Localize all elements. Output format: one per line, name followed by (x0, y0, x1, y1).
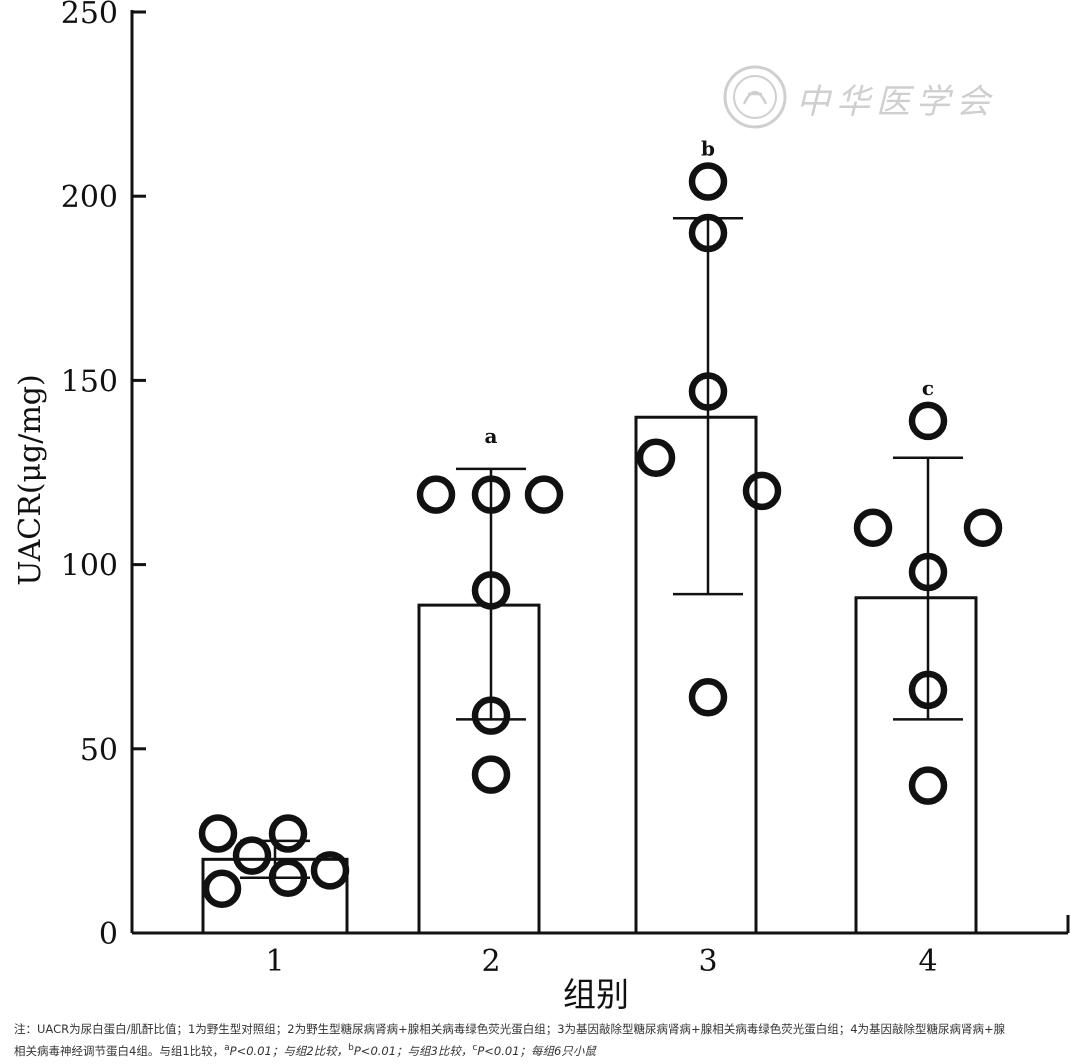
seal-icon (723, 65, 787, 129)
data-point (471, 696, 511, 735)
significance-label: c (922, 376, 934, 400)
data-point (908, 766, 948, 805)
data-point (688, 372, 728, 411)
note-text: 相关病毒神经调节蛋白4组。与组1比较， (14, 1043, 225, 1058)
data-point (688, 677, 728, 717)
note-text: P<0.01；每组6只小鼠 (477, 1043, 596, 1058)
y-tick-label: 250 (61, 0, 118, 31)
note-text: P<0.01；与组3比较， (353, 1043, 473, 1058)
significance-label: a (485, 424, 498, 448)
y-axis-title: UACR(μg/mg) (13, 374, 48, 585)
note-line-2: 相关病毒神经调节蛋白4组。与组1比较，aP<0.01；与组2比较，bP<0.01… (14, 1039, 1076, 1061)
data-point (471, 755, 511, 794)
x-axis-title: 组别 (563, 975, 629, 1010)
x-tick-label: 1 (265, 944, 284, 979)
y-tick-label: 50 (80, 733, 118, 768)
y-tick-label: 0 (99, 917, 118, 952)
data-point (232, 836, 272, 875)
chart-marks: 0 50 100 150 200 250 1 2 a 3 b 4 c (61, 0, 1070, 979)
figure-note: 注：UACR为尿白蛋白/肌酐比值；1为野生型对照组；2为野生型糖尿病肾病+腺相关… (14, 1020, 1076, 1061)
note-line-1: 注：UACR为尿白蛋白/肌酐比值；1为野生型对照组；2为野生型糖尿病肾病+腺相关… (14, 1022, 1006, 1036)
data-point (202, 869, 242, 909)
bar (634, 415, 758, 935)
data-point (416, 475, 456, 514)
data-point (688, 162, 728, 201)
data-point (908, 670, 948, 710)
data-point (471, 475, 511, 514)
note-text: P<0.01；与组2比较， (229, 1043, 349, 1058)
y-tick-label: 200 (61, 180, 118, 215)
x-tick-label: 4 (918, 944, 937, 979)
note-sup-a: a (224, 1043, 230, 1053)
data-point (853, 508, 893, 548)
data-point (688, 213, 728, 253)
note-sup-c: c (472, 1043, 478, 1053)
bar (854, 596, 978, 935)
data-point (742, 471, 782, 511)
data-point (310, 851, 350, 890)
data-point (636, 438, 676, 478)
data-point (198, 814, 238, 853)
watermark-text: 中华医学会 (796, 82, 996, 122)
data-point (908, 552, 948, 592)
x-tick-label: 2 (481, 944, 500, 979)
x-tick-label: 3 (698, 944, 717, 979)
significance-label: b (701, 136, 715, 160)
data-point (908, 401, 948, 441)
note-sup-b: b (348, 1043, 354, 1053)
data-point (471, 571, 511, 610)
y-tick-label: 150 (61, 364, 118, 399)
data-point (268, 858, 308, 897)
data-point (963, 508, 1003, 548)
watermark-logo: 中华医学会 (722, 64, 1022, 130)
data-point (524, 475, 564, 514)
y-tick-label: 100 (61, 549, 118, 584)
bar-chart: 0 50 100 150 200 250 1 2 a 3 b 4 c UACR(μg/mg) 组别 (13, 0, 1070, 1010)
data-point (268, 814, 308, 853)
